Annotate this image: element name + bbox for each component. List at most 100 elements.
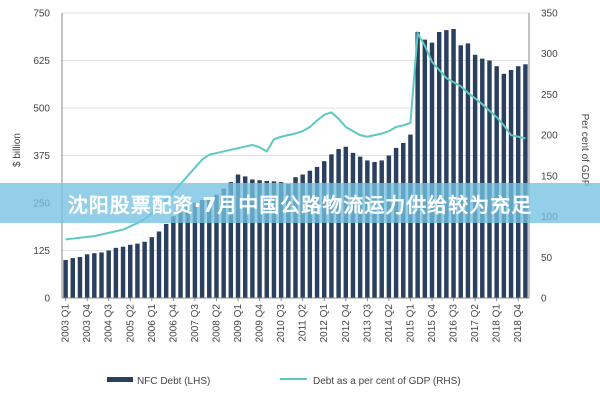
left-tick-label: 125 xyxy=(33,246,50,257)
bar xyxy=(221,188,226,298)
x-tick-label: 2003 Q1 xyxy=(61,304,72,343)
x-tick-label: 2008 Q2 xyxy=(211,304,222,343)
bar xyxy=(494,66,499,298)
right-tick-label: 0 xyxy=(541,294,547,305)
bar xyxy=(415,32,420,298)
left-tick-label: 625 xyxy=(33,56,50,67)
bar xyxy=(214,194,219,298)
x-tick-label: 2017 Q2 xyxy=(470,304,481,343)
x-tick-label: 2004 Q3 xyxy=(104,304,115,343)
bar xyxy=(329,154,334,298)
x-tick-label: 2009 Q1 xyxy=(233,304,244,343)
right-tick-label: 300 xyxy=(541,49,558,60)
x-tick-label: 2010 Q3 xyxy=(276,304,287,343)
overlay-text: 沈阳股票配资·7月中国公路物流运力供给较为充足 xyxy=(67,192,533,217)
bar xyxy=(365,160,370,298)
bar xyxy=(322,161,327,298)
bar xyxy=(242,176,248,298)
bar xyxy=(472,54,478,298)
right-tick-label: 50 xyxy=(541,253,553,264)
x-tick-label: 2015 Q1 xyxy=(405,304,416,343)
bar xyxy=(156,231,162,298)
bar xyxy=(149,237,155,298)
bar xyxy=(106,250,111,298)
bar xyxy=(120,246,126,298)
x-tick-label: 2014 Q2 xyxy=(384,304,395,343)
bar xyxy=(307,170,313,298)
right-axis-label: Per cent of GDP xyxy=(579,114,590,187)
bar xyxy=(451,28,456,299)
x-tick-label: 2006 Q4 xyxy=(168,304,179,343)
bar xyxy=(128,244,133,298)
bar xyxy=(444,30,449,298)
right-tick-label: 150 xyxy=(541,171,558,182)
x-tick-label: 2012 Q4 xyxy=(341,304,352,343)
x-tick-label: 2007 Q3 xyxy=(190,304,201,343)
x-tick-label: 2016 Q3 xyxy=(449,304,460,343)
bar xyxy=(113,247,119,298)
bar xyxy=(199,199,205,298)
bar xyxy=(77,256,83,298)
bar xyxy=(523,64,528,298)
bar xyxy=(516,66,521,298)
bar xyxy=(386,155,392,298)
legend: NFC Debt (LHS) Debt as a per cent of GDP… xyxy=(107,376,461,387)
bar xyxy=(379,160,384,298)
bar xyxy=(250,179,255,298)
legend-swatch-bar xyxy=(107,377,133,382)
overlay-banner: 沈阳股票配资·7月中国公路物流运力供给较为充足 xyxy=(0,183,600,223)
bar xyxy=(84,254,90,298)
right-y-axis: 050100150200250300350 xyxy=(528,9,558,305)
bar xyxy=(465,43,471,299)
bar xyxy=(458,45,463,298)
bar xyxy=(436,32,442,298)
bar xyxy=(63,260,68,298)
x-axis: 2003 Q1 2003 Q4 2004 Q3 2005 Q2 2006 Q1 2006 … xyxy=(61,297,529,343)
x-tick-label: 2012 Q1 xyxy=(319,304,330,343)
left-y-axis: 0125250375500625750 xyxy=(33,9,63,305)
bar xyxy=(422,39,428,298)
bar xyxy=(178,210,183,298)
right-tick-label: 250 xyxy=(541,90,558,101)
x-tick-label: 2015 Q4 xyxy=(427,304,438,343)
left-tick-label: 750 xyxy=(33,9,50,20)
bar xyxy=(135,243,140,298)
bar xyxy=(185,204,190,298)
bar xyxy=(487,60,492,298)
bar xyxy=(70,258,75,298)
x-tick-label: 2013 Q3 xyxy=(362,304,373,343)
x-tick-label: 2011 Q2 xyxy=(298,304,309,342)
bar xyxy=(336,149,341,298)
bar xyxy=(314,166,320,298)
legend-label-line: Debt as a per cent of GDP (RHS) xyxy=(313,376,461,387)
bar xyxy=(271,181,277,298)
x-tick-label: 2006 Q1 xyxy=(147,304,158,343)
right-tick-label: 350 xyxy=(541,9,558,20)
left-tick-label: 0 xyxy=(44,294,50,305)
x-tick-label: 2018 Q1 xyxy=(492,304,503,343)
bar xyxy=(372,161,377,298)
bar xyxy=(228,182,234,298)
bar xyxy=(293,177,298,298)
bar xyxy=(264,180,269,298)
bar xyxy=(357,156,363,298)
bar xyxy=(286,184,291,298)
bar xyxy=(235,174,241,298)
bar xyxy=(300,174,305,298)
bar xyxy=(350,152,356,298)
bar xyxy=(480,58,485,298)
bar xyxy=(257,180,262,298)
bar xyxy=(142,241,147,298)
left-tick-label: 500 xyxy=(33,104,50,115)
bar xyxy=(192,203,198,298)
bar xyxy=(171,216,176,298)
bar xyxy=(92,253,97,298)
right-tick-label: 200 xyxy=(541,131,558,142)
left-tick-label: 375 xyxy=(33,151,50,162)
bar xyxy=(429,42,435,298)
nfc-debt-bars xyxy=(63,28,528,299)
x-tick-label: 2005 Q2 xyxy=(125,304,136,343)
x-tick-label: 2018 Q4 xyxy=(513,304,524,343)
bar xyxy=(99,252,104,298)
left-axis-label: $ billion xyxy=(12,133,23,167)
